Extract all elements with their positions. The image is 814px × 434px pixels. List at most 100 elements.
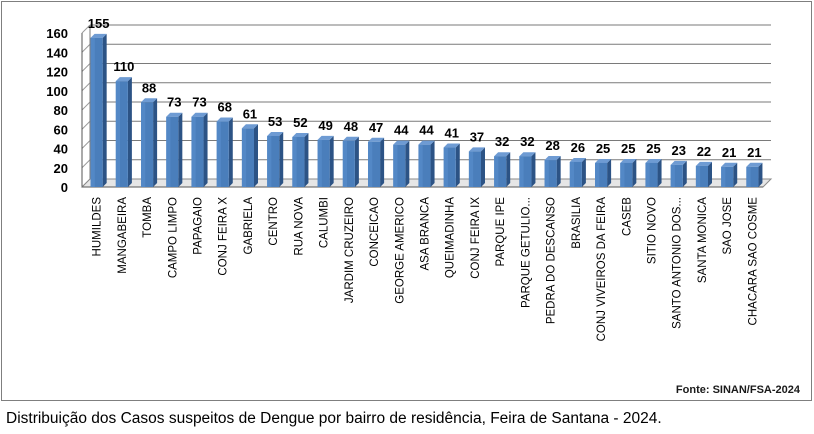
bar-top	[645, 158, 662, 163]
bar-side	[127, 77, 132, 187]
bar-top	[569, 157, 586, 162]
data-label: 26	[571, 140, 585, 155]
x-tick-label: TOMBA	[142, 197, 154, 238]
bar	[468, 147, 485, 187]
x-tick-label: SANTO ANTONIO DOS...	[672, 197, 684, 329]
bar-highlight	[90, 37, 95, 187]
bar-highlight	[418, 144, 423, 187]
x-tick-label: HUMILDES	[92, 197, 104, 257]
bar	[569, 157, 586, 187]
x-tick-label: CAMPO LIMPO	[167, 197, 179, 278]
bar-highlight	[494, 156, 499, 187]
bar	[267, 131, 284, 187]
bar-side	[279, 131, 284, 187]
bar-top	[191, 112, 208, 117]
bar-highlight	[721, 166, 726, 187]
x-tick-label: GABRIELA	[243, 197, 255, 255]
data-label: 44	[394, 123, 409, 138]
bar-side	[304, 132, 309, 187]
bar-top	[342, 136, 359, 141]
bar	[670, 160, 687, 187]
bar-top	[90, 33, 107, 38]
bar	[695, 161, 712, 187]
bar-top	[267, 131, 284, 136]
bar	[216, 117, 233, 187]
bar	[166, 112, 183, 187]
bar-top	[494, 152, 511, 157]
x-tick-label: QUEIMADINHA	[445, 197, 457, 278]
bar-side	[581, 157, 586, 187]
bar-side	[455, 143, 460, 187]
data-label: 68	[217, 100, 231, 115]
bar-top	[620, 158, 637, 163]
bar-side	[354, 136, 359, 187]
data-label: 32	[495, 134, 509, 149]
x-tick-label: JARDIM CRUZEIRO	[344, 197, 356, 303]
bar-highlight	[443, 147, 448, 187]
bar-top	[746, 162, 763, 167]
bar-highlight	[342, 140, 348, 187]
bar-side	[707, 161, 712, 187]
bar-top	[418, 140, 435, 145]
bar-side	[430, 140, 435, 187]
bar-top	[166, 112, 183, 117]
bar-side	[758, 162, 763, 187]
x-tick-label: CENTRO	[268, 197, 280, 246]
bar	[317, 135, 334, 187]
bar-chart: 0 20 40 60 80 100 120 140 160 155 HUMILDES 110 MANG…	[46, 16, 773, 342]
data-label: 49	[318, 118, 332, 133]
y-tick-label: 80	[54, 103, 68, 118]
x-tick-label: PEDRA DO DESCANSO	[546, 197, 558, 324]
bar	[544, 156, 561, 187]
x-tick-label: CASEB	[621, 197, 633, 236]
bar-top	[443, 143, 460, 148]
bar-side	[531, 152, 536, 187]
y-tick-label: 100	[46, 84, 68, 99]
bar	[191, 112, 208, 187]
bar-side	[228, 117, 233, 187]
x-tick-label: GEORGE AMERICO	[394, 197, 406, 304]
bar	[519, 152, 536, 187]
bar-highlight	[595, 162, 600, 187]
bar	[645, 158, 662, 187]
chart-frame	[1, 1, 812, 401]
bar-top	[721, 162, 738, 167]
bar-side	[380, 137, 385, 187]
data-label: 21	[722, 145, 736, 160]
bar-layer	[90, 33, 763, 187]
data-label: 155	[88, 16, 110, 31]
bar-side	[178, 112, 183, 187]
bar	[141, 98, 158, 187]
data-label: 44	[419, 123, 434, 138]
bar	[292, 132, 309, 187]
x-tick-label: PAPAGAIO	[193, 197, 205, 255]
data-label: 25	[621, 141, 635, 156]
x-tick-label: CONJ VIVEIROS DA FEIRA	[596, 197, 608, 342]
bar-highlight	[519, 156, 524, 187]
bar-highlight	[695, 165, 701, 187]
bar-top	[468, 147, 485, 152]
bar-highlight	[191, 116, 196, 187]
bar-side	[203, 112, 208, 187]
x-tick-label: CALUMBI	[319, 197, 331, 248]
bar	[368, 137, 385, 187]
bar	[241, 124, 258, 187]
x-tick-label: CONJ FEIRA X	[218, 197, 230, 276]
bar	[393, 140, 410, 187]
bar	[721, 162, 738, 187]
data-label: 48	[344, 119, 358, 134]
bar-side	[153, 98, 158, 187]
data-label: 37	[470, 129, 484, 144]
data-label: 47	[369, 120, 383, 135]
data-label: 110	[113, 59, 134, 74]
bar-highlight	[645, 162, 650, 187]
bar-top	[595, 158, 612, 163]
x-tick-label: MANGABEIRA	[117, 197, 129, 274]
y-tick-label: 160	[46, 26, 68, 41]
x-tick-label: PARQUE GETULIO...	[520, 197, 532, 308]
label-layer: 155 HUMILDES 110 MANGABEIRA 88 TOMBA 73 CAMPO L…	[88, 16, 762, 342]
source-note: Fonte: SINAN/FSA-2024	[675, 384, 800, 396]
y-tick-label: 20	[54, 161, 68, 176]
bar	[115, 77, 132, 187]
data-label: 25	[596, 141, 610, 156]
